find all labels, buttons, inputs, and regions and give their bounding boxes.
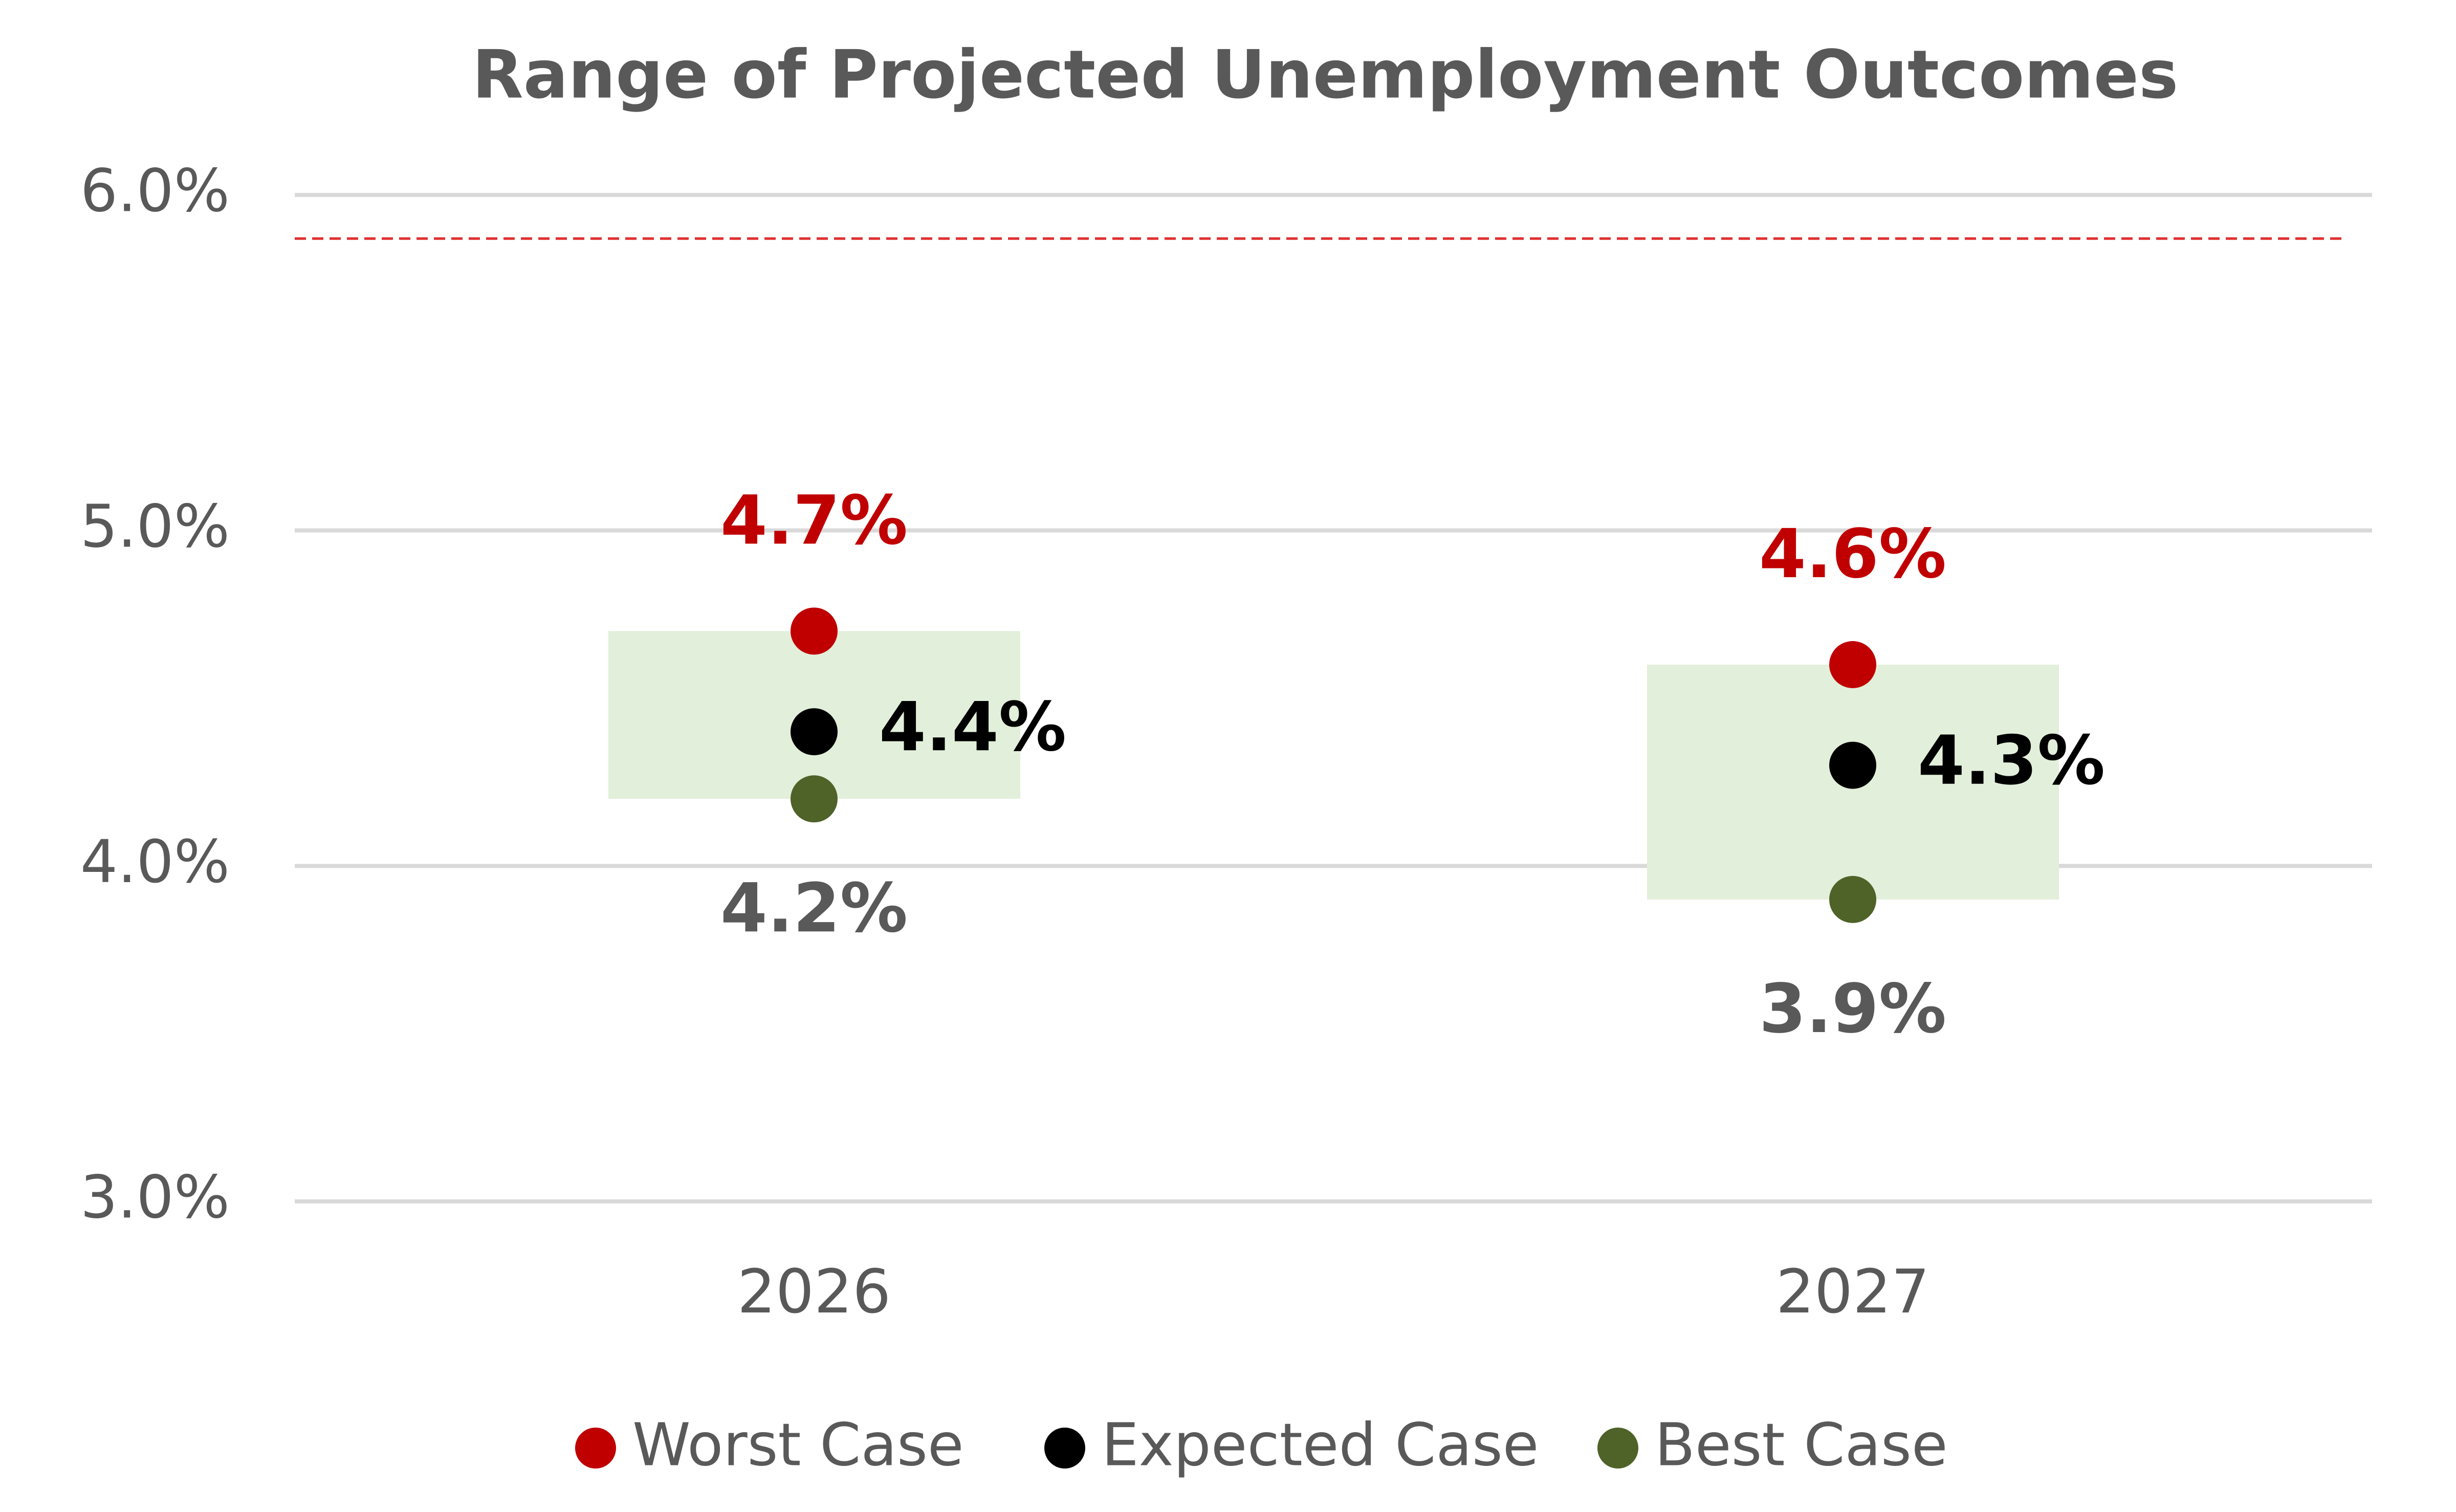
y-tick-label: 5.0%	[80, 492, 230, 561]
chart-title: Range of Projected Unemployment Outcomes	[472, 36, 2179, 114]
data-label: 3.9%	[1759, 970, 1946, 1048]
data-point	[1829, 641, 1876, 688]
x-tick-label: 2027	[1776, 1256, 1929, 1327]
data-label: 4.4%	[879, 688, 1066, 766]
data-label: 4.3%	[1918, 721, 2105, 800]
data-label: 4.2%	[720, 869, 908, 948]
legend-marker	[1044, 1428, 1085, 1469]
legend-marker	[1597, 1428, 1638, 1469]
legend-label: Worst Case	[632, 1411, 964, 1480]
data-label: 4.6%	[1759, 515, 1946, 594]
legend-label: Best Case	[1655, 1411, 1948, 1480]
y-tick-label: 3.0%	[80, 1164, 230, 1232]
y-tick-label: 6.0%	[80, 157, 230, 226]
data-point	[791, 607, 838, 655]
y-tick-label: 4.0%	[80, 828, 230, 896]
data-point	[1829, 741, 1876, 789]
data-point	[1829, 875, 1876, 923]
legend-marker	[575, 1428, 616, 1469]
data-point	[791, 708, 838, 756]
x-tick-label: 2026	[737, 1256, 891, 1327]
legend-label: Expected Case	[1102, 1411, 1539, 1480]
data-point	[791, 775, 838, 823]
data-label: 4.7%	[720, 481, 908, 560]
